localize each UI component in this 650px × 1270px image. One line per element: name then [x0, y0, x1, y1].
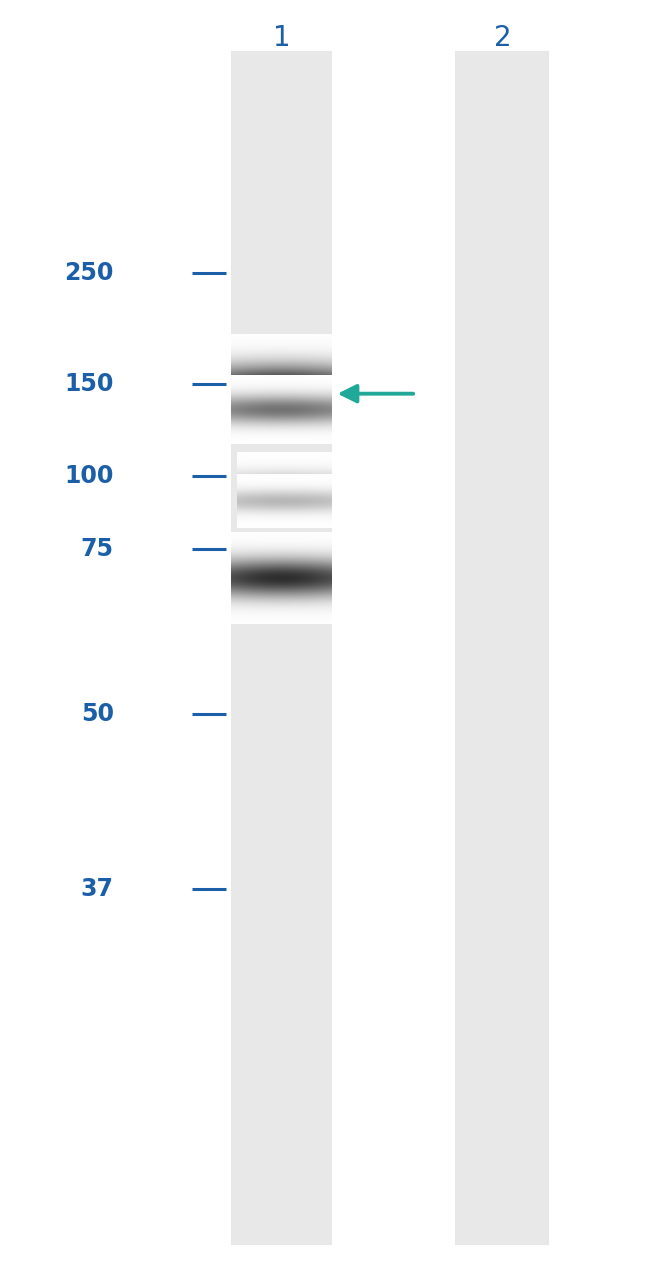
- Text: 37: 37: [81, 878, 114, 900]
- Text: 2: 2: [493, 24, 512, 52]
- Text: 50: 50: [81, 702, 114, 725]
- Text: 250: 250: [64, 262, 114, 284]
- Text: 75: 75: [81, 537, 114, 560]
- Bar: [231, 51, 332, 1245]
- Text: 150: 150: [64, 372, 114, 395]
- Text: 1: 1: [272, 24, 291, 52]
- Bar: [455, 51, 549, 1245]
- Text: 100: 100: [64, 465, 114, 488]
